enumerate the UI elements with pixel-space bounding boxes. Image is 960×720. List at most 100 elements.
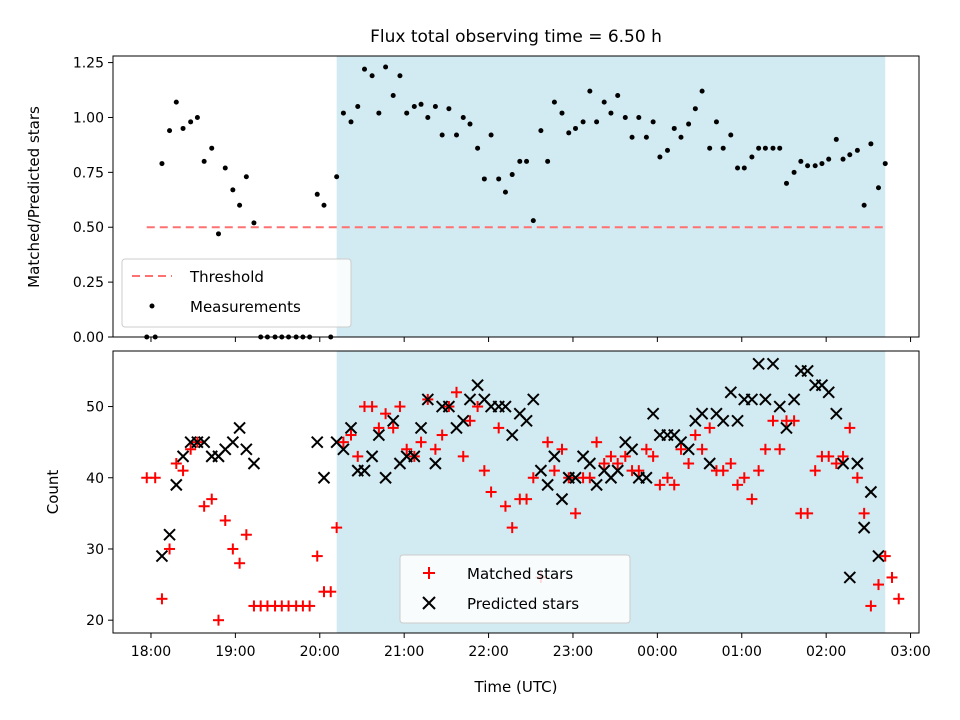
predicted-star-point xyxy=(695,407,709,420)
predicted-star-point xyxy=(640,471,653,484)
matched-star-point xyxy=(212,614,224,626)
predicted-star-point xyxy=(463,393,477,406)
predicted-star-point xyxy=(240,443,253,456)
measurement-point xyxy=(348,119,354,125)
measurement-point xyxy=(601,99,607,105)
matched-star-point xyxy=(304,600,316,612)
bottom-ylabel: Count xyxy=(44,470,62,515)
measurement-point xyxy=(664,147,670,153)
predicted-star-point xyxy=(386,414,400,427)
predicted-star-point xyxy=(836,457,850,470)
matched-star-point xyxy=(675,443,687,455)
matched-star-point xyxy=(661,472,673,484)
measurement-point xyxy=(573,125,579,131)
matched-star-point xyxy=(548,465,560,477)
measurement-point xyxy=(587,88,593,94)
predicted-star-point xyxy=(499,400,512,413)
measurement-point xyxy=(188,119,194,125)
matched-star-point xyxy=(521,493,533,505)
measurement-point xyxy=(362,66,368,72)
predicted-star-point xyxy=(851,457,864,470)
predicted-star-point xyxy=(548,450,561,463)
matched-star-point xyxy=(401,443,413,455)
matched-star-point xyxy=(802,507,814,519)
top-y-axis: 0.00 0.25 0.50 0.75 1.00 1.25 xyxy=(73,56,113,346)
measurement-point xyxy=(762,145,768,151)
matched-star-point xyxy=(457,450,469,462)
measurement-point xyxy=(650,119,656,125)
matched-star-point xyxy=(373,422,385,434)
matched-star-point xyxy=(337,436,349,448)
predicted-star-point xyxy=(358,464,371,477)
measurement-point xyxy=(467,121,473,127)
measurement-point xyxy=(756,145,762,151)
bottom-x-axis: 18:00 19:00 20:00 21:00 22:00 23:00 00:00 01:00… xyxy=(131,633,931,660)
predicted-star-point xyxy=(233,421,246,435)
matched-star-point xyxy=(605,450,617,462)
matched-star-point xyxy=(654,479,666,491)
matched-star-point xyxy=(689,429,701,441)
predicted-star-point xyxy=(155,549,169,563)
matched-star-point xyxy=(879,550,891,562)
top-legend: Threshold Measurements xyxy=(121,258,352,328)
measurement-point xyxy=(783,180,789,186)
matched-star-point xyxy=(156,593,168,605)
top-ytick-label: 1.25 xyxy=(73,56,104,72)
predicted-star-point xyxy=(611,464,624,477)
measurement-point xyxy=(720,145,726,151)
measurement-point xyxy=(741,165,747,171)
matched-star-point xyxy=(198,500,210,512)
measurement-point xyxy=(875,185,881,191)
measurement-point xyxy=(209,145,215,151)
predicted-star-point xyxy=(170,478,183,492)
measurement-point xyxy=(671,125,677,131)
predicted-star-point xyxy=(163,528,176,541)
measurement-point xyxy=(735,165,741,171)
matched-star-point xyxy=(809,465,821,477)
matched-star-point xyxy=(858,507,870,519)
measurement-point xyxy=(496,176,502,182)
measurement-point xyxy=(215,231,221,237)
top-ytick-label: 0.00 xyxy=(73,330,104,346)
measurement-point xyxy=(594,119,600,125)
matched-star-point xyxy=(464,415,476,427)
predicted-star-point xyxy=(822,386,835,399)
measurements-series xyxy=(144,64,888,340)
measurement-point xyxy=(657,154,663,160)
measurement-point xyxy=(805,163,811,169)
matched-star-point xyxy=(788,415,800,427)
matched-star-point xyxy=(352,450,364,462)
measurement-point xyxy=(826,156,832,162)
matched-star-point xyxy=(325,586,337,598)
matched-star-point xyxy=(345,429,357,441)
predicted-star-point xyxy=(872,549,885,563)
matched-star-point xyxy=(219,514,231,526)
matched-star-point xyxy=(331,522,343,534)
matched-star-point xyxy=(485,486,497,498)
bottom-xtick-label: 01:00 xyxy=(722,644,762,660)
predicted-star-point xyxy=(520,414,533,427)
matched-star-point xyxy=(759,443,771,455)
predicted-star-point xyxy=(731,414,744,427)
predicted-star-point xyxy=(646,407,660,420)
matched-star-point xyxy=(429,443,441,455)
predicted-star-point xyxy=(759,393,772,406)
matched-star-point xyxy=(149,472,161,484)
measurement-point xyxy=(321,202,327,208)
measurement-point xyxy=(509,172,515,178)
measurement-point xyxy=(819,161,825,167)
matched-star-point xyxy=(227,543,239,555)
matched-star-point xyxy=(478,465,490,477)
measurement-point xyxy=(453,132,459,138)
predicted-star-point xyxy=(197,435,211,449)
predicted-star-point xyxy=(773,400,786,413)
bottom-ytick-label: 50 xyxy=(86,400,104,416)
bottom-xtick-label: 18:00 xyxy=(131,644,171,660)
matched-star-point xyxy=(185,443,197,455)
predicted-star-point xyxy=(766,357,780,371)
predicted-star-point xyxy=(317,471,331,484)
measurement-point xyxy=(194,114,200,120)
measurement-point xyxy=(559,110,565,116)
matched-star-point xyxy=(683,458,695,470)
measurement-point xyxy=(251,220,257,226)
